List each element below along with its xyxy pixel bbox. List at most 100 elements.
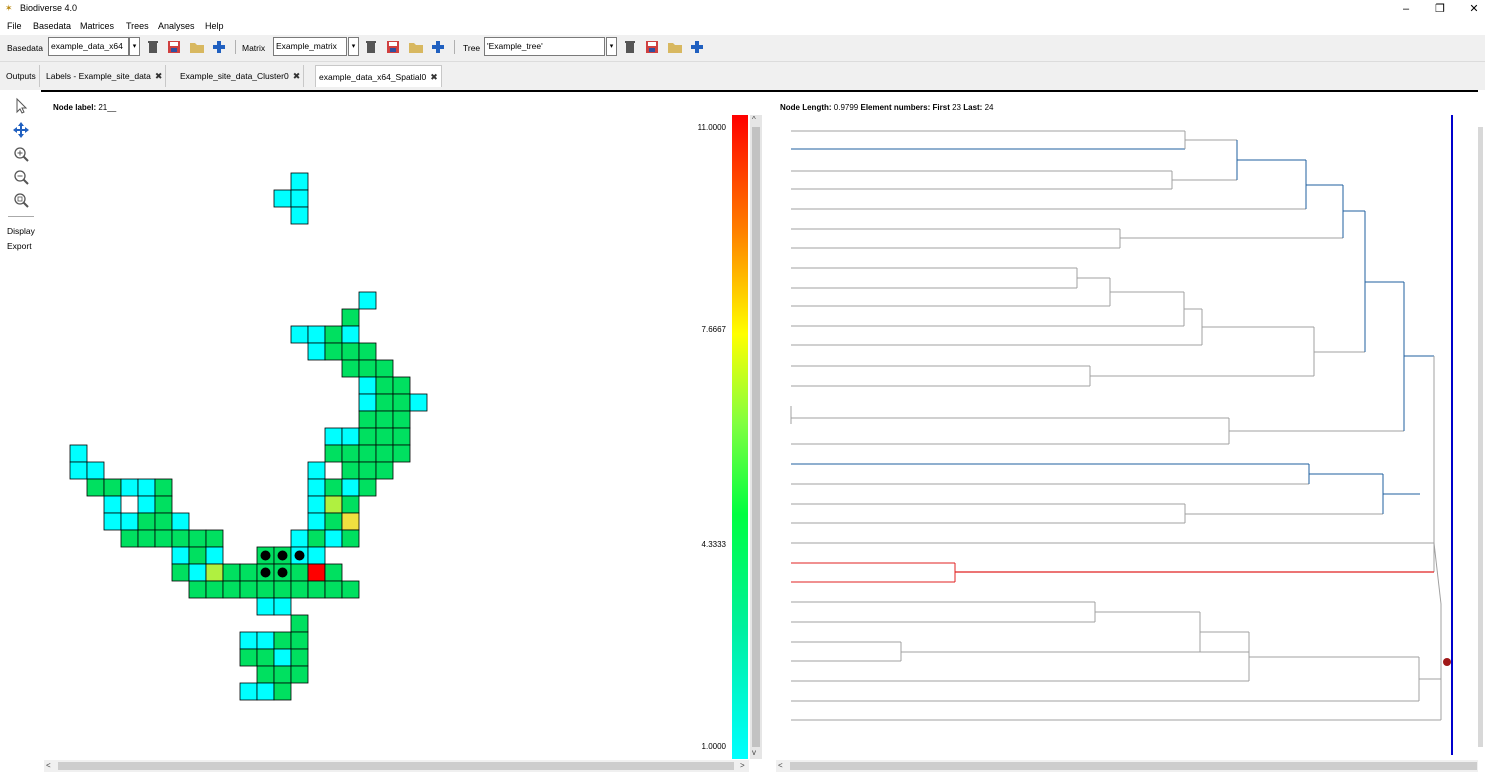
tab-labels[interactable]: Labels - Example_site_data ✖ [43,65,167,87]
map-cell[interactable] [324,325,343,344]
save-icon[interactable] [644,39,660,55]
map-cell[interactable] [307,325,326,344]
legend-scrollbar-thumb[interactable] [752,127,760,747]
select-pointer-icon[interactable] [12,97,30,115]
delete-icon[interactable] [363,39,379,55]
map-cell[interactable] [171,512,190,531]
add-icon[interactable] [689,39,705,55]
maximize-icon[interactable]: ❐ [1435,3,1445,15]
map-cell[interactable] [341,308,360,327]
map-cell[interactable] [290,614,309,633]
map-cell[interactable] [375,376,394,395]
save-icon[interactable] [385,39,401,55]
scroll-up-icon[interactable]: ^ [752,115,756,124]
map-cell[interactable] [375,410,394,429]
chevron-down-icon[interactable]: ▾ [348,37,359,56]
map-cell[interactable] [137,529,156,548]
map-cell[interactable] [392,444,411,463]
map-cell[interactable] [290,563,309,582]
map-cell[interactable] [341,529,360,548]
map-cell[interactable] [324,427,343,446]
add-icon[interactable] [430,39,446,55]
map-cell[interactable] [239,648,258,667]
map-scrollbar-thumb[interactable] [58,762,734,770]
export-button[interactable]: Export [7,241,32,251]
map-cell[interactable] [358,359,377,378]
map-cell[interactable] [290,580,309,599]
map-cell[interactable] [256,665,275,684]
map-cell[interactable] [273,665,292,684]
close-tab-icon[interactable]: ✖ [292,71,301,81]
map-cell[interactable] [307,342,326,361]
map-cell[interactable] [324,495,343,514]
map-cell[interactable] [358,342,377,361]
map-cell[interactable] [239,580,258,599]
close-tab-icon[interactable]: ✖ [154,71,163,81]
map-cell[interactable] [341,325,360,344]
map-cell[interactable] [103,478,122,497]
map-cell[interactable] [205,529,224,548]
map-cell[interactable] [273,597,292,616]
add-icon[interactable] [211,39,227,55]
map-cell[interactable] [171,546,190,565]
map-cell[interactable] [341,342,360,361]
close-icon[interactable]: ✕ [1469,3,1479,15]
map-cell[interactable] [256,631,275,650]
map-cell[interactable] [375,461,394,480]
map-cell[interactable] [273,648,292,667]
map-cell[interactable] [341,444,360,463]
map-cell[interactable] [154,512,173,531]
map-cell[interactable] [188,563,207,582]
map-cell[interactable] [358,478,377,497]
map-cell[interactable] [307,580,326,599]
map-cell[interactable] [341,427,360,446]
map-cell[interactable] [273,580,292,599]
map-cell[interactable] [307,478,326,497]
map-cell[interactable] [290,206,309,225]
map-cell[interactable] [222,563,241,582]
map-cell[interactable] [392,376,411,395]
scroll-down-icon[interactable]: v [752,748,756,757]
scroll-left-icon[interactable]: < [778,761,783,770]
menu-help[interactable]: Help [205,21,224,31]
map-cell[interactable] [222,580,241,599]
map-cell[interactable] [307,529,326,548]
map-cell[interactable] [239,682,258,701]
map-cell[interactable] [290,189,309,208]
map-cell[interactable] [341,359,360,378]
map-cell[interactable] [69,444,88,463]
map-cell[interactable] [307,512,326,531]
chevron-down-icon[interactable]: ▾ [606,37,617,56]
display-button[interactable]: Display [7,226,35,236]
menu-trees[interactable]: Trees [126,21,149,31]
menu-analyses[interactable]: Analyses [158,21,195,31]
zoom-in-icon[interactable] [12,145,30,163]
map-cell[interactable] [375,444,394,463]
map-cell[interactable] [358,461,377,480]
map-cell[interactable] [171,529,190,548]
map-cell[interactable] [290,648,309,667]
pan-icon[interactable] [12,121,30,139]
spatial-map[interactable] [0,92,700,712]
map-cell[interactable] [341,580,360,599]
close-tab-icon[interactable]: ✖ [430,72,438,82]
delete-icon[interactable] [145,39,161,55]
delete-icon[interactable] [622,39,638,55]
map-cell[interactable] [290,325,309,344]
map-cell[interactable] [103,495,122,514]
map-cell[interactable] [86,478,105,497]
map-cell[interactable] [256,682,275,701]
map-cell[interactable] [324,580,343,599]
map-cell[interactable] [324,512,343,531]
matrix-combo[interactable]: Example_matrix [273,37,347,56]
zoom-out-icon[interactable] [12,168,30,186]
root-node-marker[interactable] [1443,658,1451,666]
map-cell[interactable] [290,529,309,548]
map-cell[interactable] [375,393,394,412]
map-cell[interactable] [154,478,173,497]
menu-matrices[interactable]: Matrices [80,21,115,31]
map-cell[interactable] [358,427,377,446]
tree-combo[interactable]: 'Example_tree' [484,37,605,56]
map-cell[interactable] [120,529,139,548]
map-cell[interactable] [256,648,275,667]
